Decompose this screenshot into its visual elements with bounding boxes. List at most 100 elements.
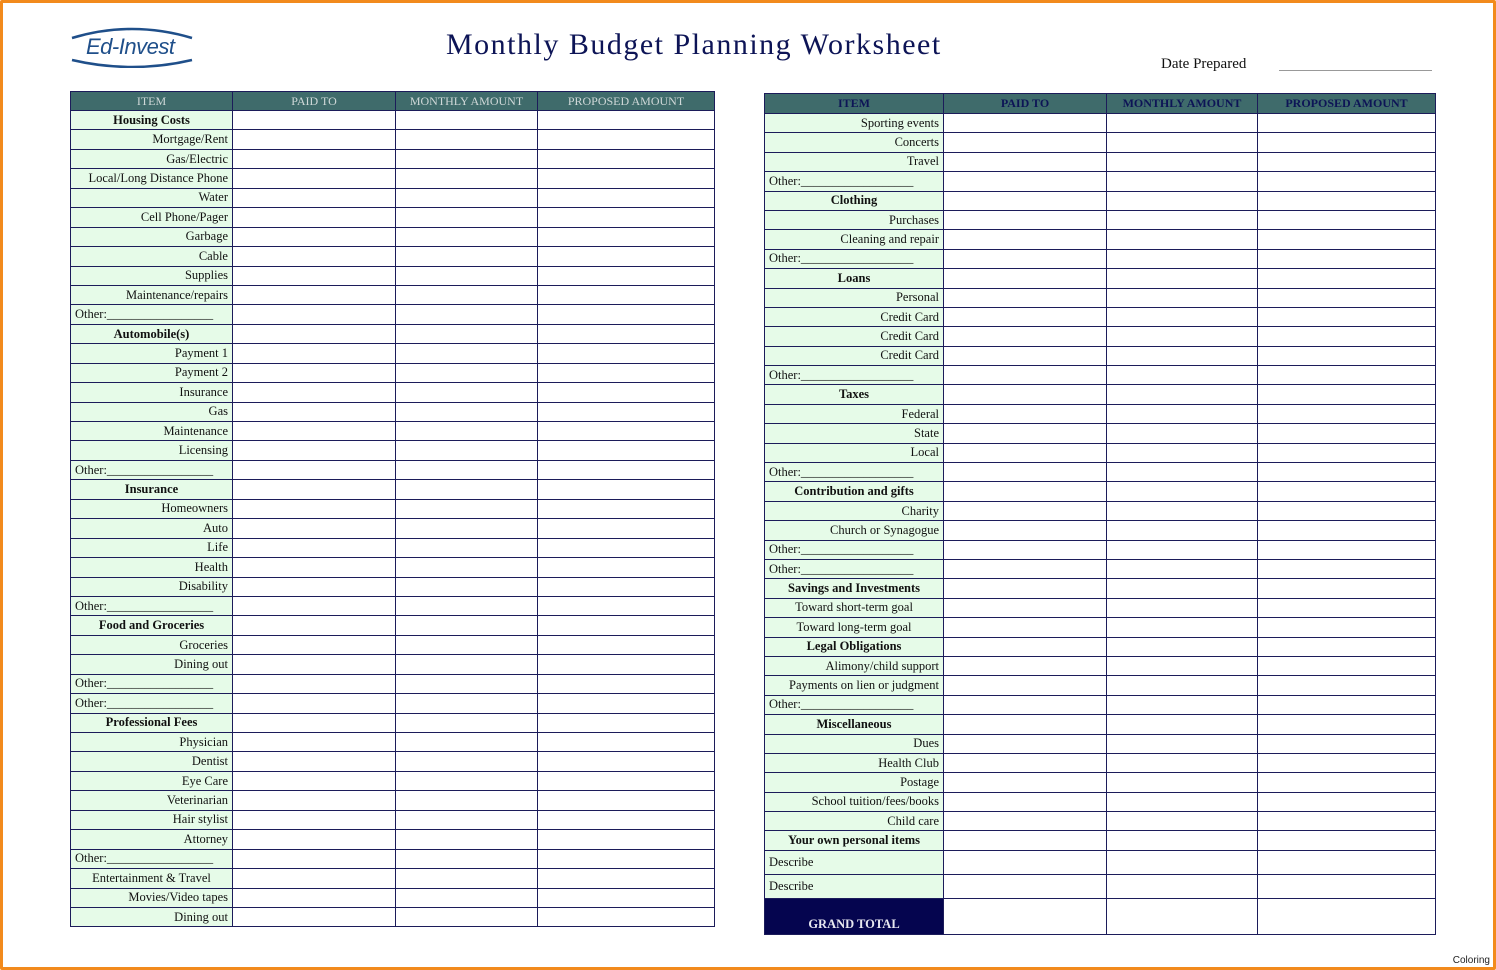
- proposed-amount-cell[interactable]: [537, 284, 715, 306]
- proposed-amount-cell[interactable]: [537, 790, 715, 811]
- paid-to-cell[interactable]: [943, 733, 1107, 754]
- paid-to-cell[interactable]: [943, 345, 1107, 367]
- monthly-amount-cell[interactable]: [395, 848, 538, 870]
- monthly-amount-cell[interactable]: [1106, 403, 1258, 425]
- paid-to-cell[interactable]: [943, 539, 1107, 560]
- monthly-amount-cell[interactable]: [1106, 811, 1258, 832]
- monthly-amount-cell[interactable]: [1106, 306, 1258, 328]
- monthly-amount-cell[interactable]: [395, 906, 538, 928]
- monthly-amount-cell[interactable]: [1106, 462, 1258, 483]
- paid-to-cell[interactable]: [943, 268, 1107, 289]
- proposed-amount-cell[interactable]: [537, 595, 715, 617]
- monthly-amount-cell[interactable]: [395, 246, 538, 267]
- proposed-amount-cell[interactable]: [537, 265, 715, 286]
- proposed-amount-cell[interactable]: [537, 207, 715, 228]
- paid-to-cell[interactable]: [943, 500, 1107, 522]
- paid-to-cell[interactable]: [232, 382, 396, 403]
- proposed-amount-cell[interactable]: [1257, 636, 1436, 657]
- paid-to-cell[interactable]: [943, 578, 1107, 599]
- monthly-amount-cell[interactable]: [395, 284, 538, 306]
- proposed-amount-cell[interactable]: [537, 129, 715, 150]
- monthly-amount-cell[interactable]: [1106, 558, 1258, 580]
- proposed-amount-cell[interactable]: [1257, 306, 1436, 328]
- paid-to-cell[interactable]: [943, 248, 1107, 270]
- paid-to-cell[interactable]: [943, 209, 1107, 231]
- paid-to-cell[interactable]: [232, 459, 396, 481]
- paid-to-cell[interactable]: [232, 790, 396, 811]
- proposed-amount-cell[interactable]: [537, 829, 715, 850]
- monthly-amount-cell[interactable]: [395, 770, 538, 792]
- proposed-amount-cell[interactable]: [1257, 190, 1436, 211]
- proposed-amount-cell[interactable]: [1257, 539, 1436, 560]
- paid-to-cell[interactable]: [943, 287, 1107, 308]
- monthly-amount-cell[interactable]: [395, 148, 538, 170]
- monthly-amount-cell[interactable]: [395, 129, 538, 150]
- paid-to-cell[interactable]: [943, 675, 1107, 696]
- paid-to-cell[interactable]: [232, 498, 396, 520]
- monthly-amount-cell[interactable]: [1106, 791, 1258, 813]
- proposed-amount-cell[interactable]: [1257, 326, 1436, 347]
- monthly-amount-cell[interactable]: [395, 887, 538, 908]
- paid-to-cell[interactable]: [232, 440, 396, 461]
- paid-to-cell[interactable]: [232, 148, 396, 170]
- monthly-amount-cell[interactable]: [395, 731, 538, 753]
- paid-to-cell[interactable]: [232, 809, 396, 831]
- proposed-amount-cell[interactable]: [537, 226, 715, 248]
- monthly-amount-cell[interactable]: [395, 790, 538, 811]
- monthly-amount-cell[interactable]: [1106, 733, 1258, 754]
- proposed-amount-cell[interactable]: [1257, 733, 1436, 754]
- monthly-amount-cell[interactable]: [1106, 636, 1258, 657]
- monthly-amount-cell[interactable]: [1106, 714, 1258, 735]
- paid-to-cell[interactable]: [943, 171, 1107, 192]
- proposed-amount-cell[interactable]: [537, 868, 715, 889]
- monthly-amount-cell[interactable]: [395, 207, 538, 228]
- monthly-amount-cell[interactable]: [1106, 694, 1258, 716]
- paid-to-cell[interactable]: [943, 558, 1107, 580]
- proposed-amount-cell[interactable]: [1257, 248, 1436, 270]
- paid-to-cell[interactable]: [232, 576, 396, 597]
- proposed-amount-cell[interactable]: [1257, 500, 1436, 522]
- paid-to-cell[interactable]: [943, 132, 1107, 153]
- monthly-amount-cell[interactable]: [1106, 229, 1258, 250]
- paid-to-cell[interactable]: [232, 634, 396, 656]
- paid-to-cell[interactable]: [943, 190, 1107, 211]
- paid-to-cell[interactable]: [943, 326, 1107, 347]
- paid-to-cell[interactable]: [232, 343, 396, 364]
- paid-to-cell[interactable]: [943, 636, 1107, 657]
- monthly-amount-cell[interactable]: [395, 595, 538, 617]
- paid-to-cell[interactable]: [943, 520, 1107, 541]
- proposed-amount-cell[interactable]: [1257, 849, 1436, 875]
- monthly-amount-cell[interactable]: [395, 829, 538, 850]
- proposed-amount-cell[interactable]: [537, 673, 715, 695]
- proposed-amount-cell[interactable]: [1257, 345, 1436, 367]
- proposed-amount-cell[interactable]: [537, 362, 715, 384]
- monthly-amount-cell[interactable]: [395, 323, 538, 345]
- proposed-amount-cell[interactable]: [537, 498, 715, 520]
- monthly-amount-cell[interactable]: [1106, 539, 1258, 560]
- paid-to-cell[interactable]: [232, 848, 396, 870]
- monthly-amount-cell[interactable]: [395, 615, 538, 636]
- paid-to-cell[interactable]: [943, 655, 1107, 677]
- proposed-amount-cell[interactable]: [1257, 811, 1436, 832]
- proposed-amount-cell[interactable]: [1257, 112, 1436, 134]
- proposed-amount-cell[interactable]: [537, 401, 715, 423]
- paid-to-cell[interactable]: [232, 420, 396, 442]
- paid-to-cell[interactable]: [232, 693, 396, 714]
- monthly-amount-cell[interactable]: [395, 265, 538, 286]
- proposed-amount-cell[interactable]: [537, 906, 715, 928]
- paid-to-cell[interactable]: [943, 112, 1107, 134]
- paid-to-cell[interactable]: [232, 654, 396, 675]
- proposed-amount-cell[interactable]: [1257, 171, 1436, 192]
- proposed-amount-cell[interactable]: [1257, 442, 1436, 464]
- proposed-amount-cell[interactable]: [537, 168, 715, 189]
- paid-to-cell[interactable]: [232, 265, 396, 286]
- proposed-amount-total-cell[interactable]: [1257, 897, 1436, 935]
- paid-to-cell[interactable]: [943, 151, 1107, 173]
- proposed-amount-cell[interactable]: [1257, 617, 1436, 638]
- paid-to-cell[interactable]: [943, 694, 1107, 716]
- proposed-amount-cell[interactable]: [537, 634, 715, 656]
- paid-to-cell[interactable]: [232, 712, 396, 734]
- monthly-amount-cell[interactable]: [395, 479, 538, 500]
- monthly-amount-cell[interactable]: [1106, 500, 1258, 522]
- monthly-amount-cell[interactable]: [395, 459, 538, 481]
